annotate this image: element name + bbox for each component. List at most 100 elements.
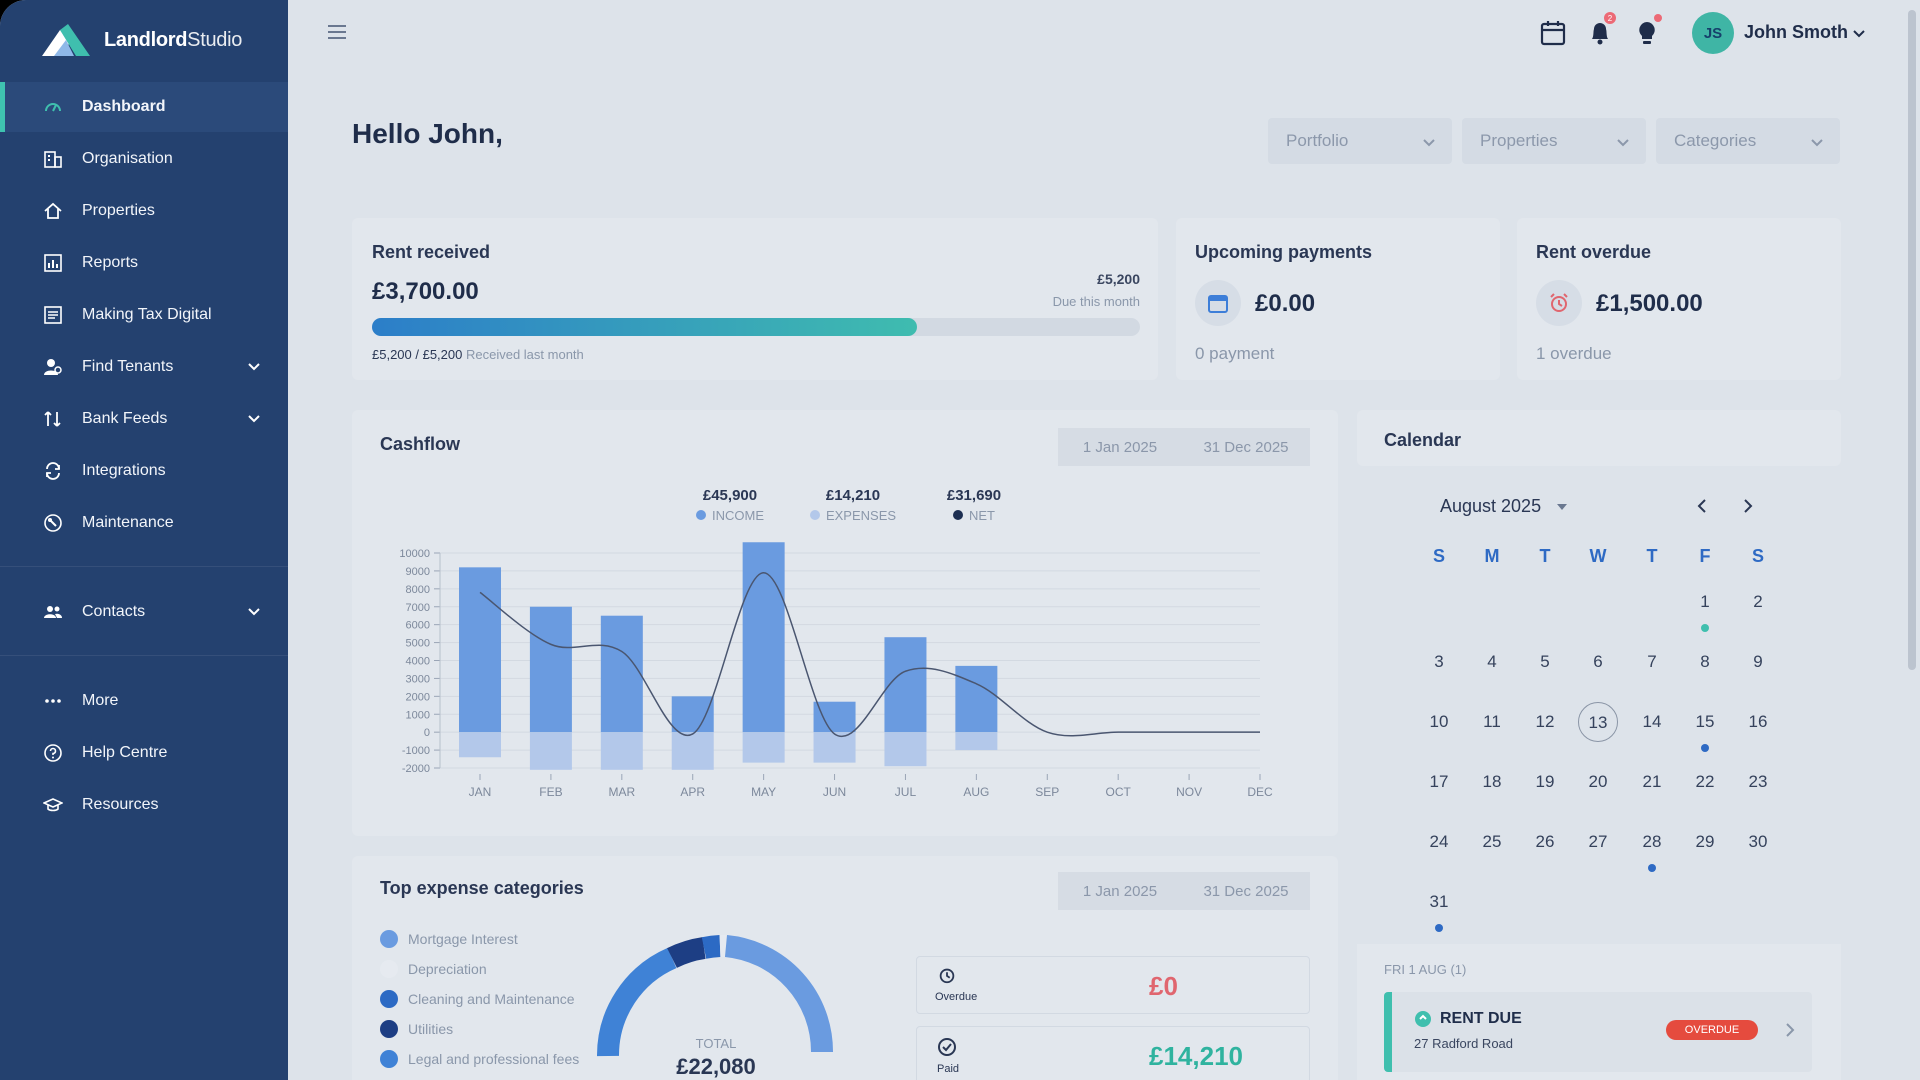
calendar-day[interactable]: 10 [1429, 712, 1449, 731]
rent-received-card [352, 218, 1158, 380]
expenses-date-from[interactable]: 1 Jan 2025 [1058, 872, 1182, 910]
logo[interactable]: LandlordStudio [40, 18, 242, 62]
categories-filter[interactable]: Categories [1656, 118, 1840, 164]
calendar-icon[interactable] [1540, 20, 1566, 46]
sidebar-item-making-tax-digital[interactable]: Making Tax Digital [0, 290, 288, 340]
expense-bar [742, 732, 785, 763]
chevron-down-icon [1423, 139, 1435, 147]
calendar-day[interactable]: 6 [1593, 652, 1603, 671]
sidebar-item-more[interactable]: More [0, 676, 288, 726]
calendar-header-card [1357, 410, 1841, 466]
event-date-heading: FRI 1 AUG (1) [1384, 962, 1467, 977]
caret-down-icon [1557, 504, 1568, 510]
calendar-day[interactable]: 7 [1647, 652, 1657, 671]
calendar-day[interactable]: 23 [1748, 772, 1768, 791]
expenses-date-to[interactable]: 31 Dec 2025 [1182, 872, 1310, 910]
calendar-day[interactable]: 14 [1642, 712, 1662, 731]
calendar-day[interactable]: 20 [1588, 772, 1608, 791]
x-tick-label: JAN [469, 785, 492, 799]
tips-button[interactable] [1636, 14, 1662, 46]
y-tick-label: -1000 [402, 745, 430, 757]
event-accent-bar [1384, 992, 1392, 1072]
calendar-day[interactable]: 24 [1429, 832, 1449, 851]
sidebar-item-find-tenants[interactable]: Find Tenants [0, 342, 288, 392]
sidebar-item-label: Making Tax Digital [82, 306, 212, 323]
calendar-day[interactable]: 18 [1482, 772, 1502, 791]
user-name[interactable]: John Smoth [1744, 22, 1848, 42]
calendar-weekday-label: W [1589, 546, 1607, 566]
notifications-button[interactable]: 2 [1588, 12, 1616, 46]
calendar-day[interactable]: 3 [1434, 652, 1444, 671]
calendar-day[interactable]: 28 [1642, 832, 1662, 851]
avatar[interactable]: JS [1692, 12, 1734, 54]
calendar-day[interactable]: 29 [1695, 832, 1715, 851]
calendar-day[interactable]: 13 [1578, 702, 1618, 742]
donut-total-label: TOTAL [695, 1036, 737, 1051]
calendar-day[interactable]: 17 [1429, 772, 1449, 791]
sidebar-item-label: Bank Feeds [82, 410, 168, 427]
y-tick-label: 3000 [406, 673, 430, 685]
sidebar-item-bank-feeds[interactable]: Bank Feeds [0, 394, 288, 444]
calendar-day[interactable]: 16 [1748, 712, 1768, 731]
income-bar [884, 637, 927, 733]
sidebar-item-label: Organisation [82, 150, 173, 167]
building-icon [42, 148, 64, 170]
sidebar-item-reports[interactable]: Reports [0, 238, 288, 288]
calendar-day[interactable]: 8 [1700, 652, 1710, 671]
sidebar-item-organisation[interactable]: Organisation [0, 134, 288, 184]
x-tick-label: DEC [1247, 785, 1273, 799]
help-icon [42, 742, 64, 764]
legend-label: Mortgage Interest [408, 931, 518, 947]
chevron-right-icon [1786, 1023, 1795, 1037]
last-month-caption: Received last month [465, 347, 584, 362]
calendar-day[interactable]: 11 [1483, 712, 1501, 731]
cashflow-date-to[interactable]: 31 Dec 2025 [1182, 428, 1310, 466]
calendar-prev-icon[interactable] [1694, 498, 1710, 514]
x-tick-label: FEB [539, 785, 562, 799]
sidebar-item-help-centre[interactable]: Help Centre [0, 728, 288, 778]
calendar-day[interactable]: 31 [1429, 892, 1449, 911]
sidebar-item-resources[interactable]: Resources [0, 780, 288, 830]
calendar-next-icon[interactable] [1740, 498, 1756, 514]
calendar-day[interactable]: 9 [1753, 652, 1763, 671]
sidebar-item-dashboard[interactable]: Dashboard [0, 82, 288, 132]
calendar-day[interactable]: 21 [1642, 772, 1662, 791]
graduation-icon [42, 794, 64, 816]
page-scrollbar[interactable] [1908, 10, 1916, 670]
sidebar-item-contacts[interactable]: Contacts [0, 587, 288, 637]
calendar-day[interactable]: 5 [1540, 652, 1550, 671]
properties-filter[interactable]: Properties [1462, 118, 1646, 164]
menu-toggle-icon[interactable] [326, 23, 348, 41]
calendar-day[interactable]: 25 [1482, 832, 1502, 851]
chevron-down-icon[interactable] [1852, 26, 1866, 40]
x-tick-label: MAR [608, 785, 635, 799]
income-bar [955, 665, 998, 733]
cashflow-card [352, 410, 1338, 836]
income-bar [600, 615, 643, 733]
x-tick-label: SEP [1035, 785, 1059, 799]
cashflow-date-from[interactable]: 1 Jan 2025 [1058, 428, 1182, 466]
sidebar-item-label: Integrations [82, 462, 166, 479]
portfolio-filter[interactable]: Portfolio [1268, 118, 1452, 164]
calendar-day[interactable]: 26 [1535, 832, 1555, 851]
paid-label: Paid [937, 1063, 960, 1075]
calendar-day[interactable]: 30 [1748, 832, 1768, 851]
sidebar-item-properties[interactable]: Properties [0, 186, 288, 236]
calendar-day[interactable]: 4 [1487, 652, 1497, 671]
calendar-day[interactable]: 12 [1535, 712, 1555, 731]
sidebar-item-maintenance[interactable]: Maintenance [0, 498, 288, 548]
calendar-day[interactable]: 1 [1700, 592, 1710, 611]
calendar-day[interactable]: 19 [1535, 772, 1555, 791]
paid-summary-row: Paid £14,210 [916, 1026, 1310, 1080]
calendar-day[interactable]: 2 [1753, 592, 1763, 611]
sidebar-item-integrations[interactable]: Integrations [0, 446, 288, 496]
calendar-day[interactable]: 15 [1695, 712, 1715, 731]
page-title: Hello John, [352, 118, 503, 149]
calendar-day[interactable]: 27 [1588, 832, 1608, 851]
expenses-total: £14,210 EXPENSES [803, 487, 903, 523]
income-total-value: £45,900 [702, 487, 758, 504]
calendar-month-selector[interactable]: August 2025 [1440, 496, 1568, 517]
calendar-day[interactable]: 22 [1695, 772, 1715, 791]
calendar-weekday-label: S [1751, 546, 1764, 566]
event-item-rent-due[interactable]: RENT DUE 27 Radford Road OVERDUE [1384, 992, 1812, 1072]
